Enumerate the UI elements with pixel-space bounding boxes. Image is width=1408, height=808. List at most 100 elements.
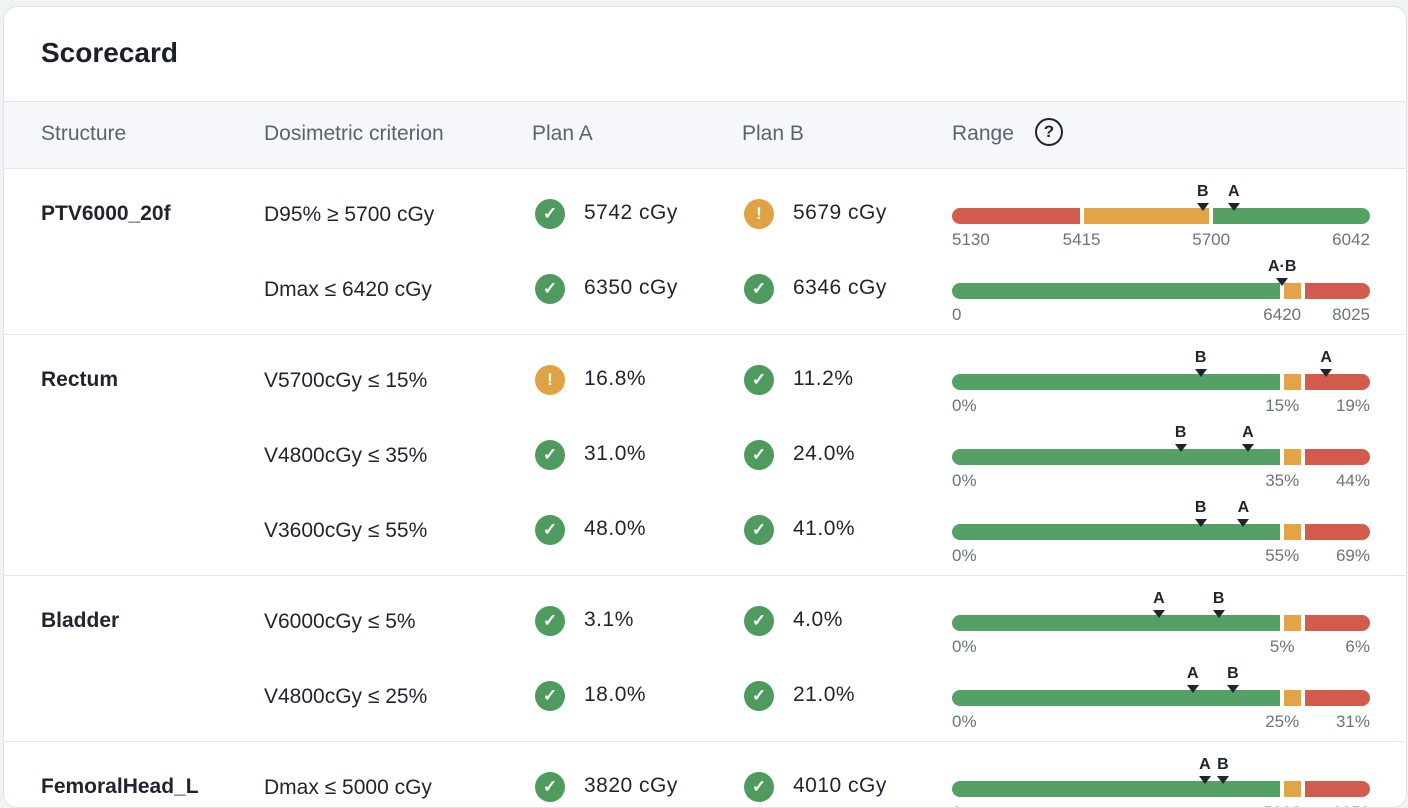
range-tick-label: 6% (1345, 637, 1370, 656)
marker-pointer-icon (1174, 444, 1187, 452)
marker-label: A·B (1268, 258, 1297, 275)
warning-circle-icon: ! (744, 199, 774, 229)
marker-label: A (1186, 665, 1199, 682)
table-header: Structure Dosimetric criterion Plan A Pl… (4, 101, 1406, 169)
range-tick-label: 44% (1335, 471, 1370, 490)
plan-b-value: 4.0% (793, 608, 843, 631)
plan-a-value: 3820 cGy (584, 774, 678, 797)
range-tick-label: 5% (1269, 637, 1295, 656)
range-tick-label: 0% (952, 396, 977, 415)
check-circle-icon: ✓ (535, 274, 565, 304)
marker-label: B (1194, 349, 1207, 366)
range-tick-label: 0% (952, 471, 977, 490)
check-circle-icon: ✓ (744, 772, 774, 802)
marker-label: B (1217, 756, 1229, 773)
range-bar: 0 5000 6250 AB (952, 751, 1370, 807)
range-segment-red (1305, 690, 1370, 706)
plan-a-value: 16.8% (584, 367, 647, 390)
marker-pointer-icon (1196, 203, 1209, 211)
header-plan-a: Plan A (532, 122, 593, 145)
check-circle-icon: ✓ (744, 681, 774, 711)
check-circle-icon: ✓ (744, 274, 774, 304)
range-tick-label: 5000 (1263, 803, 1301, 807)
range-bar: 0 6420 8025 A·B (952, 253, 1370, 324)
page-title: Scorecard (41, 37, 178, 68)
range-segment-amber (1284, 781, 1302, 797)
structure-name: Bladder (41, 609, 120, 632)
table-row: V4800cGy ≤ 25% ✓ 18.0% ✓ 21.0% 0% 25% 31% A B (4, 660, 1406, 735)
plan-b-value: 41.0% (793, 517, 856, 540)
range-bar: 0% 15% 19% B A (952, 344, 1370, 415)
marker-pointer-icon (1212, 610, 1225, 618)
range-segment-red (1305, 283, 1370, 299)
criterion-text: Dmax ≤ 6420 cGy (264, 278, 432, 301)
range-tick-label: 0% (952, 712, 977, 731)
range-tick-label: 0 (952, 305, 962, 324)
header-range: Range (952, 122, 1014, 145)
marker-pointer-icon (1237, 519, 1250, 527)
criterion-text: V4800cGy ≤ 35% (264, 444, 428, 467)
criterion-text: V6000cGy ≤ 5% (264, 610, 416, 633)
range-tick-label: 0% (952, 637, 977, 656)
group-divider (4, 575, 1406, 576)
range-bar: 0% 5% 6% A B (952, 585, 1370, 656)
range-segment-green (952, 374, 1281, 390)
plan-a-value: 6350 cGy (584, 276, 678, 299)
marker-pointer-icon (1227, 203, 1240, 211)
group-divider (4, 334, 1406, 335)
plan-a-value: 18.0% (584, 683, 647, 706)
plan-b-value: 24.0% (793, 442, 856, 465)
range-tick-label: 5415 (1062, 230, 1101, 249)
marker-label: A (1237, 499, 1250, 516)
scorecard-card: Scorecard Structure Dosimetric criterion… (3, 6, 1407, 808)
table-row: V3600cGy ≤ 55% ✓ 48.0% ✓ 41.0% 0% 55% 69% B A (4, 494, 1406, 569)
plan-b-value: 6346 cGy (793, 276, 887, 299)
range-tick-label: 69% (1335, 546, 1370, 565)
table-row: V6000cGy ≤ 5% ✓ 3.1% ✓ 4.0% 0% 5% 6% A B (4, 585, 1406, 660)
check-circle-icon: ✓ (535, 772, 565, 802)
range-segment-red (1305, 374, 1370, 390)
marker-label: B (1197, 183, 1209, 200)
range-tick-label: 6250 (1332, 803, 1370, 807)
range-bar: 0% 55% 69% B A (952, 494, 1370, 565)
marker-pointer-icon (1241, 444, 1254, 452)
check-circle-icon: ✓ (744, 365, 774, 395)
plan-b-value: 5679 cGy (793, 201, 887, 224)
marker-pointer-icon (1226, 685, 1239, 693)
warning-circle-icon: ! (535, 365, 565, 395)
range-tick-label: 5130 (952, 230, 990, 249)
marker-label: A (1199, 756, 1211, 773)
marker-label: B (1212, 590, 1225, 607)
marker-label: B (1194, 499, 1207, 516)
check-circle-icon: ✓ (535, 681, 565, 711)
group-divider (4, 741, 1406, 742)
range-segment-red (1305, 524, 1370, 540)
marker-label: A (1320, 349, 1332, 366)
marker-label: B (1174, 424, 1187, 441)
check-circle-icon: ✓ (535, 515, 565, 545)
plan-b-value: 11.2% (793, 367, 854, 390)
plan-b-value: 4010 cGy (793, 774, 887, 797)
header-criterion: Dosimetric criterion (264, 122, 444, 145)
range-segment-amber (1083, 208, 1210, 224)
header-plan-b: Plan B (742, 122, 804, 145)
range-segment-amber (1284, 615, 1302, 631)
range-segment-amber (1284, 690, 1302, 706)
marker-pointer-icon (1186, 685, 1199, 693)
table-row: V5700cGy ≤ 15%! 16.8% ✓ 11.2% 0% 15% 19% B A (4, 344, 1406, 419)
range-tick-label: 19% (1335, 396, 1370, 415)
range-segment-green (952, 283, 1281, 299)
help-icon[interactable]: ? (1035, 118, 1063, 146)
range-tick-label: 35% (1265, 471, 1300, 490)
range-segment-green (952, 690, 1281, 706)
plan-a-value: 5742 cGy (584, 201, 678, 224)
marker-pointer-icon (1320, 369, 1333, 377)
structure-name: Rectum (41, 368, 119, 391)
header-structure: Structure (41, 122, 127, 145)
range-tick-label: 55% (1265, 546, 1300, 565)
plan-a-value: 3.1% (584, 608, 634, 631)
marker-pointer-icon (1276, 278, 1289, 286)
table-row: Dmax ≤ 5000 cGy ✓ 3820 cGy ✓ 4010 cGy 0 5000 62… (4, 751, 1406, 807)
criterion-text: Dmax ≤ 5000 cGy (264, 776, 432, 799)
range-segment-green (952, 615, 1281, 631)
